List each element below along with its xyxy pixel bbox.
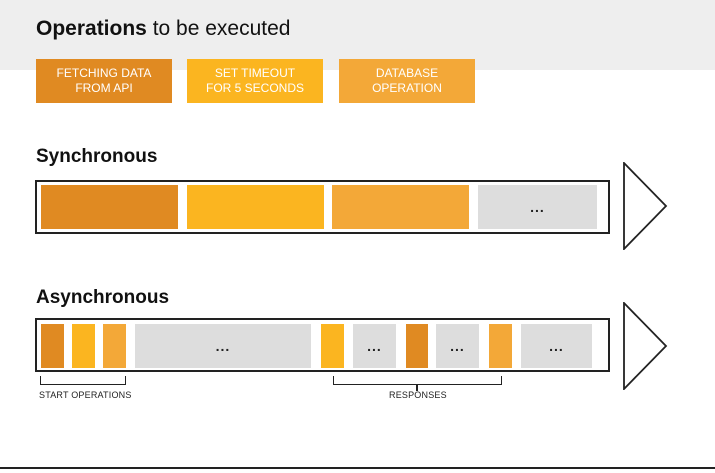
title-rest: to be executed xyxy=(146,17,291,40)
async-response-database xyxy=(489,324,512,368)
sync-block-pending: ... xyxy=(478,185,597,229)
header-band: Operations to be executed xyxy=(0,0,715,70)
operation-database-line2: OPERATION xyxy=(372,81,442,95)
operation-fetch-data: FETCHING DATA FROM API xyxy=(36,59,172,103)
synchronous-title: Synchronous xyxy=(36,146,158,167)
async-pending-3: ... xyxy=(521,324,592,368)
operation-fetch-line1: FETCHING DATA xyxy=(56,66,152,80)
async-start-database xyxy=(103,324,126,368)
sync-block-fetch xyxy=(41,185,178,229)
async-start-timeout xyxy=(72,324,95,368)
synchronous-timeline: ... xyxy=(35,180,610,234)
async-start-fetch xyxy=(41,324,64,368)
asynchronous-timeline: ... ... ... ... xyxy=(35,318,610,372)
sync-block-timeout xyxy=(187,185,324,229)
operation-database: DATABASE OPERATION xyxy=(339,59,475,103)
synchronous-arrow-icon xyxy=(623,162,668,250)
operation-fetch-line2: FROM API xyxy=(75,81,133,95)
async-response-fetch xyxy=(406,324,428,368)
responses-bracket xyxy=(333,376,502,385)
async-response-timeout xyxy=(321,324,344,368)
async-pending-main: ... xyxy=(135,324,311,368)
sync-block-database xyxy=(332,185,469,229)
async-pending-2: ... xyxy=(436,324,479,368)
asynchronous-title: Asynchronous xyxy=(36,287,170,308)
start-operations-bracket xyxy=(40,376,126,385)
async-pending-1: ... xyxy=(353,324,396,368)
operation-database-line1: DATABASE xyxy=(375,66,439,80)
operation-set-timeout: SET TIMEOUT FOR 5 SECONDS xyxy=(187,59,323,103)
asynchronous-arrow-icon xyxy=(623,302,668,390)
responses-bracket-tick xyxy=(416,384,418,391)
title-bold: Operations xyxy=(36,17,147,40)
operation-timeout-line2: FOR 5 SECONDS xyxy=(205,81,304,95)
operation-timeout-line1: SET TIMEOUT xyxy=(214,66,296,80)
page-title: Operations to be executed xyxy=(36,17,290,41)
responses-label: RESPONSES xyxy=(389,390,447,400)
bottom-divider xyxy=(0,467,715,469)
start-operations-label: START OPERATIONS xyxy=(39,390,132,400)
